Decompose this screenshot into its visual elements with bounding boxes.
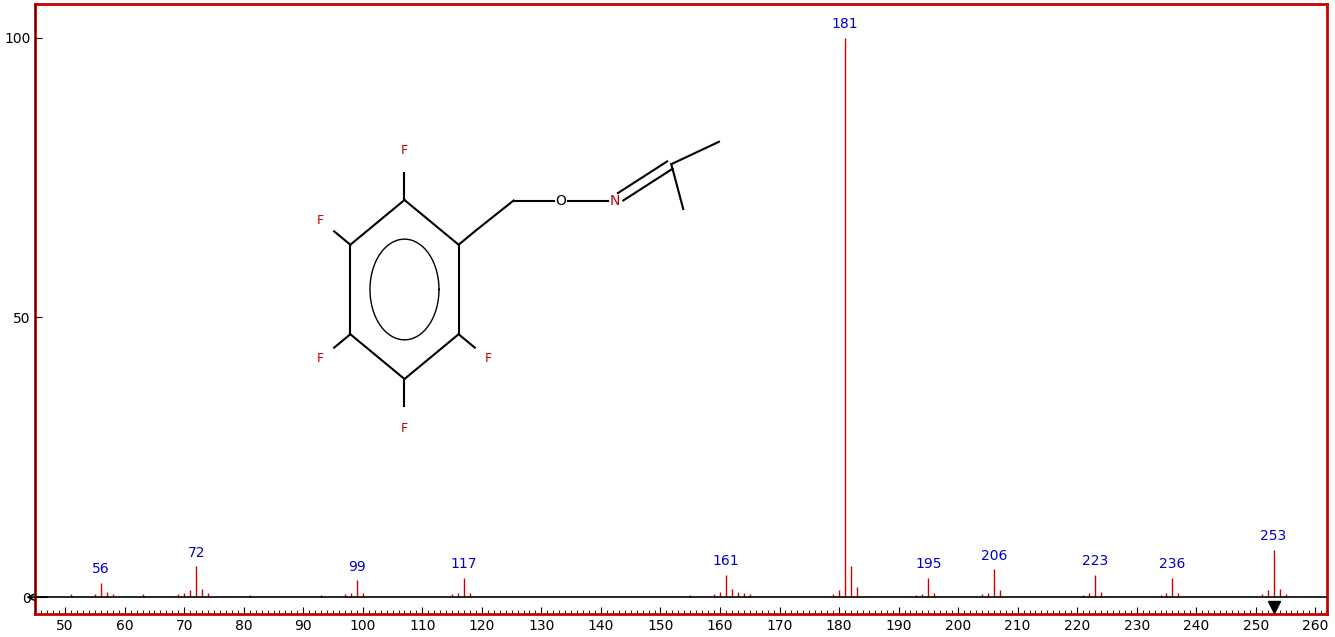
Text: 117: 117 xyxy=(451,557,477,571)
Text: F: F xyxy=(400,422,409,434)
Text: F: F xyxy=(316,352,324,366)
Text: 253: 253 xyxy=(1260,529,1287,543)
Text: 181: 181 xyxy=(832,17,858,31)
Text: 72: 72 xyxy=(187,546,204,560)
Text: 206: 206 xyxy=(981,548,1007,562)
Text: O: O xyxy=(555,194,566,208)
Text: F: F xyxy=(400,144,409,157)
Text: 223: 223 xyxy=(1081,554,1108,568)
Text: N: N xyxy=(610,194,619,208)
Text: 99: 99 xyxy=(348,560,366,574)
Text: F: F xyxy=(316,213,324,227)
Text: 56: 56 xyxy=(92,562,109,576)
Text: 161: 161 xyxy=(713,554,740,568)
Text: 236: 236 xyxy=(1159,557,1185,571)
Text: 195: 195 xyxy=(914,557,941,571)
Text: F: F xyxy=(485,352,493,366)
